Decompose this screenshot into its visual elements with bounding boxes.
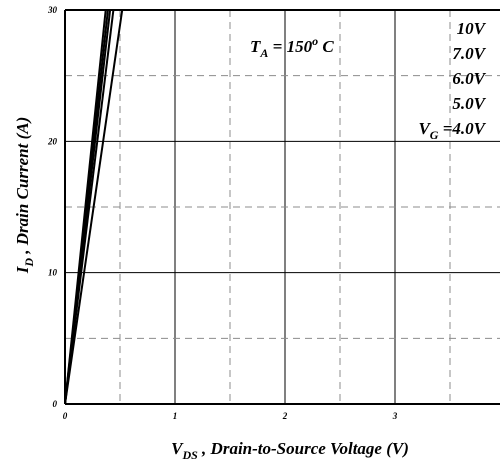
gate-voltage-labels: 10V 7.0V 6.0V 5.0V (452, 19, 486, 113)
x-tick-label: 2 (282, 411, 288, 421)
series-line-4 (64, 9, 124, 405)
y-axis-title: ID , Drain Current (A) (13, 117, 36, 275)
x-tick-label: 3 (392, 411, 398, 421)
legend-label: 7.0V (452, 44, 486, 63)
x-axis-title: VDS , Drain-to-Source Voltage (V) (171, 439, 409, 462)
y-tick-label: 0 (53, 399, 58, 409)
annotation-temperature: TA = 150o C (250, 34, 334, 60)
legend-label: 6.0V (452, 69, 486, 88)
legend-label-4v: VG =4.0V (418, 119, 486, 142)
y-tick-label: 30 (47, 5, 58, 15)
grid (65, 10, 500, 404)
legend-label: 5.0V (452, 94, 486, 113)
y-tick-label: 10 (48, 268, 58, 278)
legend-label: 10V (457, 19, 487, 38)
series-line-3 (64, 9, 115, 405)
x-tick-label: 1 (173, 411, 178, 421)
x-tick-label: 0 (63, 411, 68, 421)
y-tick-label: 20 (47, 136, 58, 146)
curves (64, 9, 124, 405)
